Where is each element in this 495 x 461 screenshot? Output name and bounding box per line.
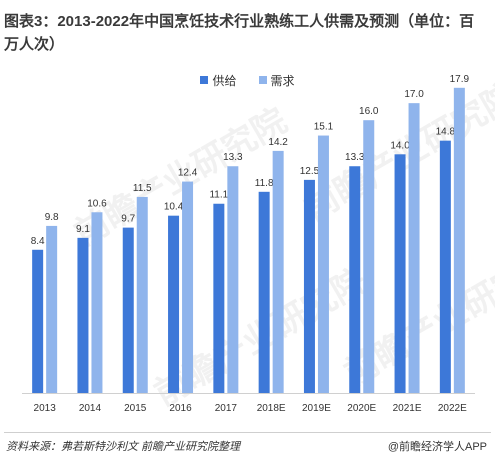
x-tick-label: 2020E — [347, 403, 376, 414]
data-label-demand: 15.1 — [314, 122, 334, 133]
data-label-demand: 11.5 — [133, 183, 152, 194]
bar-demand — [182, 181, 194, 393]
bar-supply — [394, 154, 406, 393]
data-label-demand: 13.3 — [223, 152, 243, 163]
legend-label-demand: 需求 — [270, 73, 295, 88]
bar-supply — [258, 191, 270, 393]
data-label-supply: 11.1 — [209, 190, 228, 201]
data-label-demand: 14.2 — [268, 137, 288, 148]
bar-supply — [32, 249, 44, 393]
legend-label-supply: 供给 — [212, 73, 237, 88]
data-label-supply: 14.8 — [436, 127, 456, 138]
bar-supply — [77, 237, 89, 393]
chart-title: 图表3：2013-2022年中国烹饪技术行业熟练工人供需及预测（单位：百万人次） — [4, 13, 475, 53]
bar-demand — [91, 212, 103, 393]
bar-demand — [363, 120, 375, 393]
data-label-supply: 10.4 — [164, 202, 184, 213]
legend-swatch-supply — [200, 76, 209, 84]
bar-demand — [136, 196, 148, 393]
bar-supply — [213, 203, 225, 393]
bar-demand — [453, 87, 465, 394]
bar-demand — [272, 150, 284, 393]
x-tick-label: 2015 — [124, 403, 147, 414]
bar-supply — [439, 140, 451, 393]
data-label-supply: 8.4 — [31, 236, 45, 247]
x-tick-label: 2022E — [438, 403, 467, 414]
bar-supply — [303, 179, 315, 393]
bar-demand — [317, 135, 329, 394]
data-label-demand: 17.9 — [450, 74, 470, 85]
x-tick-label: 2019E — [302, 403, 331, 414]
x-tick-label: 2017 — [215, 403, 238, 414]
data-label-supply: 11.8 — [255, 178, 274, 189]
data-label-demand: 9.8 — [45, 212, 59, 223]
x-tick-label: 2018E — [257, 403, 286, 414]
data-label-demand: 12.4 — [178, 168, 198, 179]
legend-item-demand: 需求 — [258, 72, 295, 88]
x-tick-label: 2016 — [169, 403, 192, 414]
data-label-supply: 9.7 — [121, 214, 135, 225]
bar-demand — [46, 225, 58, 393]
bar-demand — [227, 166, 239, 393]
footer-divider — [4, 432, 491, 433]
x-tick-label: 2013 — [34, 403, 57, 414]
data-label-demand: 17.0 — [404, 89, 424, 100]
source-note: 资料来源：弗若斯特沙利文 前瞻产业研究院整理 — [6, 441, 241, 453]
bar-supply — [349, 166, 361, 393]
data-label-demand: 16.0 — [359, 106, 379, 117]
data-label-supply: 13.3 — [345, 152, 365, 163]
x-tick-label: 2021E — [393, 403, 422, 414]
x-tick-label: 2014 — [79, 403, 102, 414]
chart-legend: 供给 需求 — [0, 72, 495, 88]
brand-label: @前瞻经济学人APP — [387, 441, 487, 453]
legend-item-supply: 供给 — [200, 72, 237, 88]
bar-supply — [122, 227, 134, 393]
bar-demand — [408, 103, 420, 394]
data-label-supply: 14.0 — [390, 140, 410, 151]
data-label-supply: 12.5 — [300, 166, 320, 177]
bar-chart: 8.4 9.8 2013 9.1 10.6 2014 9.7 11.5 2015 10.4 12.4… — [22, 74, 475, 414]
legend-swatch-demand — [258, 76, 267, 84]
data-label-supply: 9.1 — [76, 224, 90, 235]
bar-supply — [168, 215, 180, 393]
data-label-demand: 10.6 — [87, 198, 107, 209]
